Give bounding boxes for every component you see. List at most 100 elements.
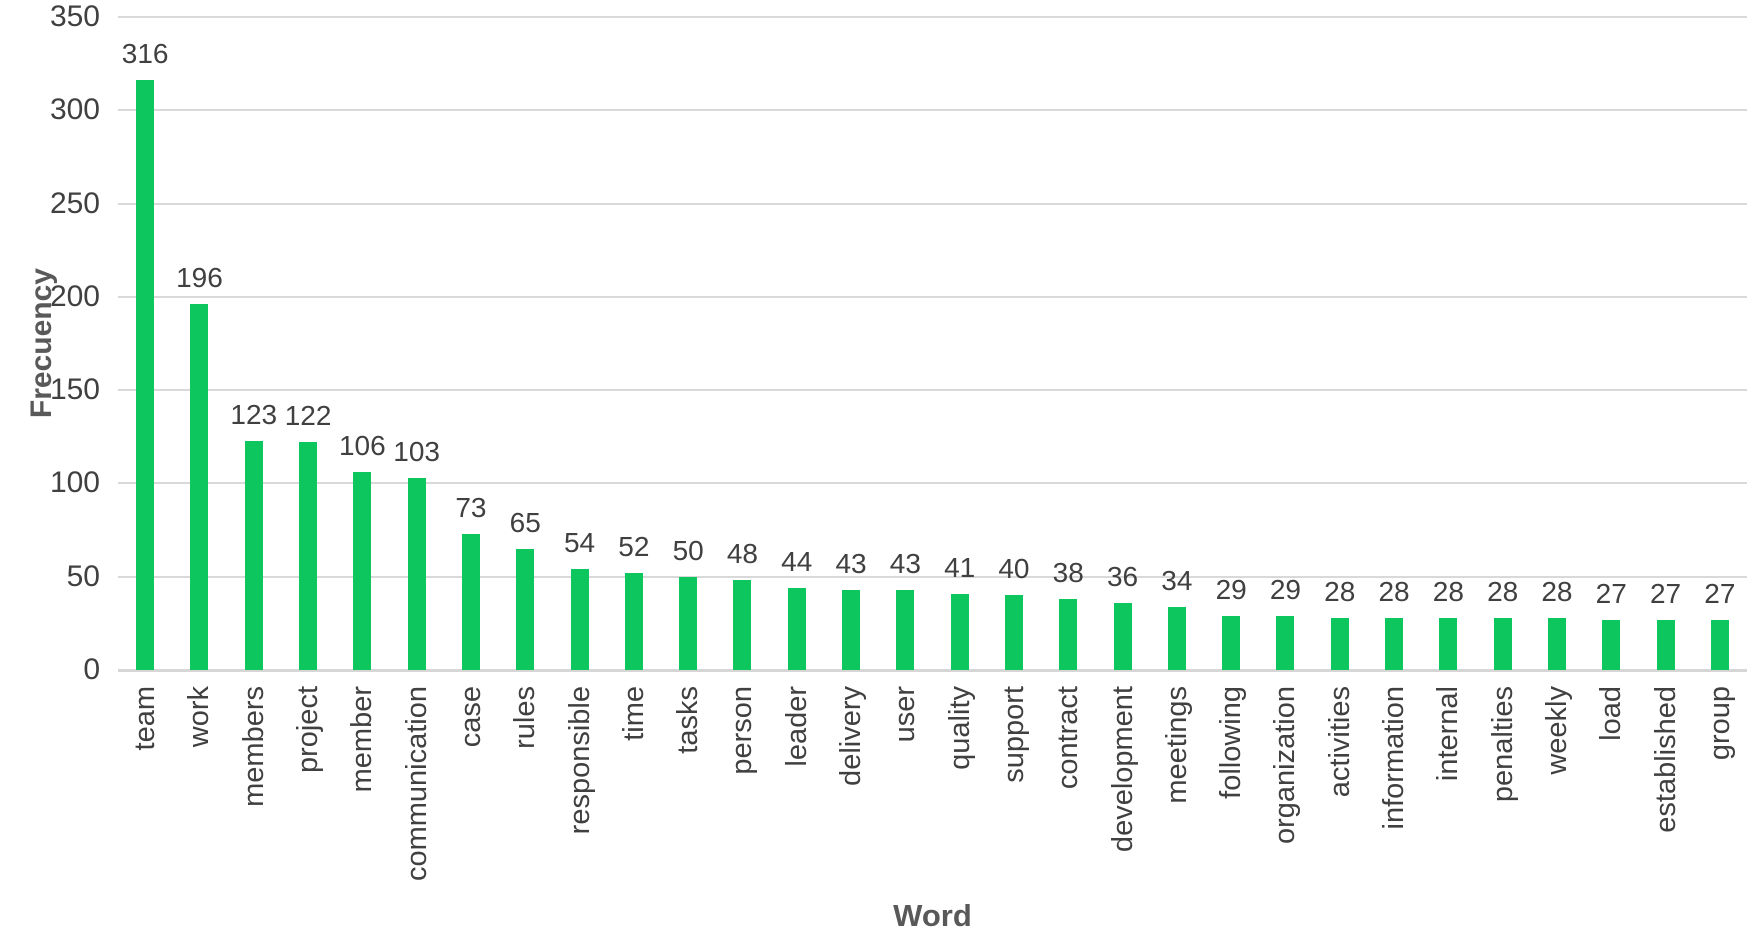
bar-organization — [1276, 615, 1295, 670]
value-label-load: 27 — [1595, 577, 1627, 609]
value-label-rules: 65 — [509, 506, 541, 538]
value-label-weekly: 28 — [1541, 575, 1573, 607]
bar-time — [624, 572, 643, 670]
value-label-activities: 28 — [1324, 575, 1356, 607]
gridline-y-250 — [118, 202, 1747, 205]
value-label-member: 106 — [338, 430, 386, 462]
x-axis-baseline — [118, 669, 1747, 672]
category-label-development: development — [1106, 686, 1139, 853]
value-label-penalties: 28 — [1487, 575, 1519, 607]
value-label-support: 40 — [998, 553, 1030, 585]
bar-weekly — [1547, 617, 1566, 670]
value-label-work: 196 — [176, 262, 223, 294]
value-label-project: 122 — [284, 400, 332, 432]
category-label-responsible: responsible — [563, 686, 596, 835]
bar-activities — [1330, 617, 1349, 670]
y-tick-label-250: 250 — [49, 186, 100, 220]
value-label-leader: 44 — [781, 545, 813, 577]
category-label-user: user — [889, 686, 922, 743]
category-label-support: support — [997, 686, 1030, 783]
bar-quality — [950, 593, 969, 670]
category-label-internal: internal — [1432, 686, 1465, 782]
bar-leader — [787, 587, 806, 670]
x-axis-title: Word — [893, 898, 972, 933]
value-label-team: 316 — [121, 38, 169, 70]
value-label-information: 28 — [1378, 575, 1410, 607]
value-label-members: 123 — [230, 398, 278, 430]
category-label-organization: organization — [1269, 686, 1302, 844]
y-tick-label-350: 350 — [49, 0, 100, 33]
bar-established — [1656, 619, 1675, 670]
bar-team — [136, 80, 155, 670]
bar-internal — [1439, 617, 1458, 670]
bar-case — [461, 533, 480, 670]
category-label-communication: communication — [400, 686, 433, 882]
value-label-organization: 29 — [1269, 573, 1302, 605]
bar-responsible — [570, 569, 589, 670]
category-label-contract: contract — [1052, 686, 1085, 790]
value-label-group: 27 — [1704, 577, 1736, 609]
category-label-rules: rules — [509, 686, 542, 749]
value-label-communication: 103 — [393, 435, 440, 467]
gridline-y-300 — [118, 109, 1747, 112]
category-label-activities: activities — [1323, 686, 1356, 798]
category-label-following: following — [1215, 686, 1248, 799]
category-label-information: information — [1378, 686, 1411, 830]
bar-penalties — [1493, 617, 1512, 670]
y-tick-label-300: 300 — [49, 93, 100, 127]
value-label-delivery: 43 — [835, 547, 867, 579]
y-tick-label-100: 100 — [49, 466, 100, 500]
bar-tasks — [679, 576, 698, 670]
value-label-established: 27 — [1649, 577, 1682, 609]
category-label-member: member — [346, 686, 379, 793]
category-label-work: work — [183, 686, 216, 748]
bar-communication — [407, 477, 426, 670]
category-label-project: project — [292, 686, 325, 774]
gridline-y-150 — [118, 389, 1747, 392]
category-label-team: team — [129, 686, 162, 751]
y-tick-label-50: 50 — [66, 559, 100, 593]
bar-meetings — [1167, 606, 1186, 670]
bar-project — [299, 442, 318, 670]
y-tick-label-150: 150 — [49, 373, 100, 407]
bar-load — [1602, 619, 1621, 670]
y-tick-label-200: 200 — [49, 279, 100, 313]
value-label-development: 36 — [1106, 560, 1139, 592]
bar-support — [1004, 595, 1023, 670]
category-label-weekly: weekly — [1540, 686, 1573, 775]
bar-delivery — [842, 589, 861, 670]
bar-user — [896, 589, 915, 670]
value-label-user: 43 — [889, 547, 921, 579]
category-label-group: group — [1703, 686, 1736, 761]
value-label-meetings: 34 — [1161, 564, 1193, 596]
gridline-y-200 — [118, 295, 1747, 298]
category-label-person: person — [726, 686, 759, 775]
bar-work — [190, 304, 209, 670]
category-label-tasks: tasks — [672, 686, 705, 754]
value-label-internal: 28 — [1432, 575, 1464, 607]
bar-following — [1222, 615, 1241, 670]
category-label-delivery: delivery — [835, 686, 868, 786]
category-label-load: load — [1595, 686, 1628, 741]
gridline-y-100 — [118, 482, 1747, 485]
value-label-case: 73 — [455, 491, 487, 523]
bar-person — [733, 580, 752, 670]
category-label-members: members — [237, 686, 270, 807]
bar-contract — [1059, 599, 1078, 670]
category-label-penalties: penalties — [1486, 686, 1519, 803]
plot-area: 316 team 196 work 123 members 122 project 106 mem… — [118, 16, 1747, 881]
value-label-quality: 41 — [944, 551, 976, 583]
value-label-person: 48 — [726, 538, 759, 570]
category-label-quality: quality — [943, 686, 976, 770]
bar-information — [1385, 617, 1404, 670]
value-label-tasks: 50 — [672, 534, 704, 566]
y-tick-label-0: 0 — [83, 653, 100, 686]
gridline-y-350 — [118, 16, 1747, 18]
bar-member — [353, 472, 372, 670]
category-label-case: case — [454, 686, 487, 748]
value-label-time: 52 — [618, 530, 650, 562]
bar-development — [1113, 602, 1132, 670]
value-label-contract: 38 — [1052, 557, 1084, 589]
value-label-following: 29 — [1215, 573, 1247, 605]
